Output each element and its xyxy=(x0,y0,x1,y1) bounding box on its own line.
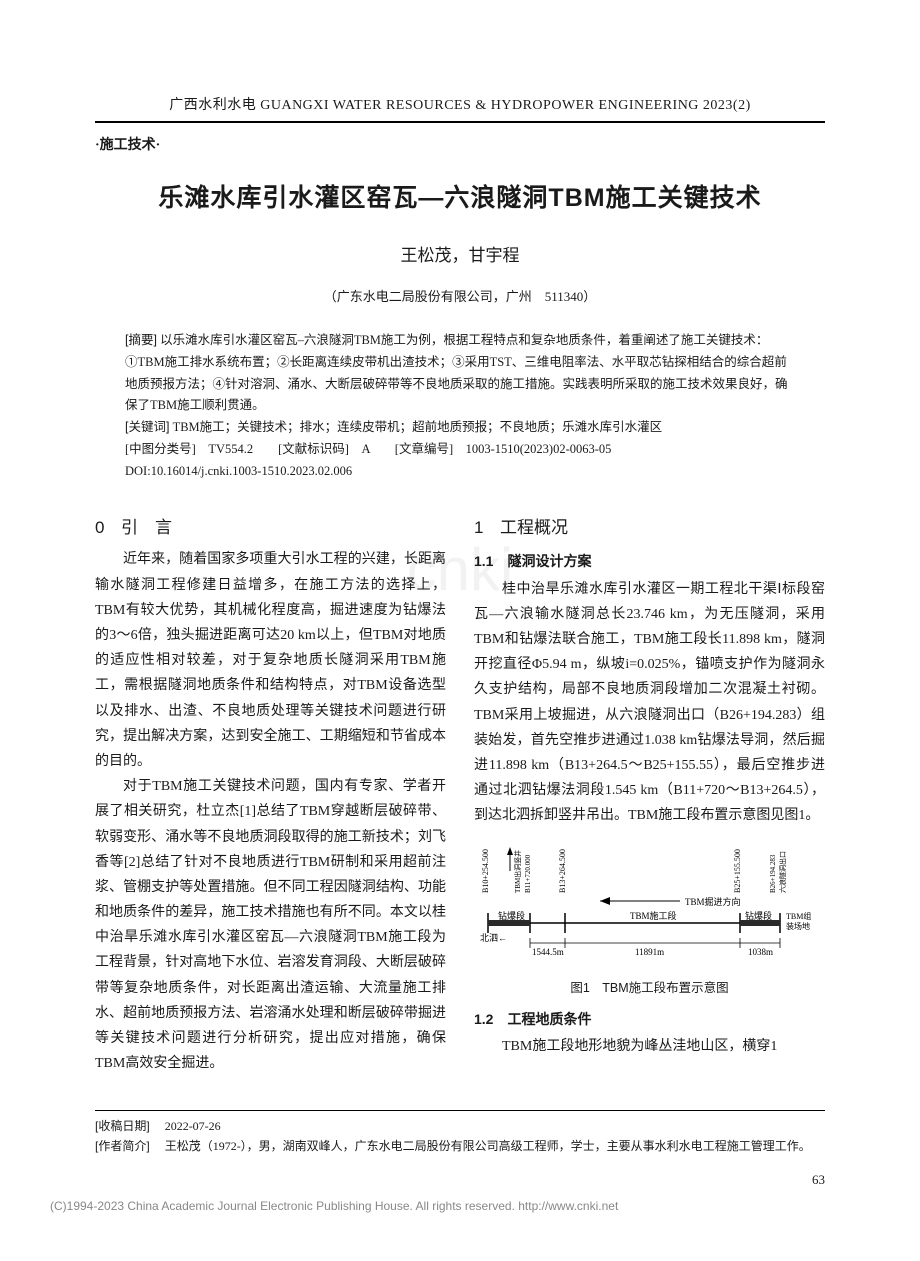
keywords-label: [关键词] xyxy=(125,420,169,434)
fig-zb-left: 钻爆段 xyxy=(498,910,525,921)
author-bio: [作者简介] 王松茂（1972-），男，湖南双峰人，广东水电二局股份有限公司高级… xyxy=(95,1137,825,1156)
fig-lbl-4: B25+155.500 xyxy=(733,849,742,893)
figure-1-caption: 图1 TBM施工段布置示意图 xyxy=(474,977,825,1000)
received-date-value xyxy=(153,1119,165,1133)
fig-dist-2: 11891m xyxy=(635,947,664,957)
fig-beisi: 北泗← xyxy=(480,933,507,943)
doi: DOI:10.16014/j.cnki.1003-1510.2023.02.00… xyxy=(125,461,795,483)
copyright-footer: (C)1994-2023 China Academic Journal Elec… xyxy=(50,1197,618,1216)
figure-1-svg: TBM掘进方向 B10+254.500 TBM出洞竖井 B11+720.000 … xyxy=(480,843,820,973)
abstract-block: [摘要] 以乐滩水库引水灌区窑瓦–六浪隧洞TBM施工为例，根据工程特点和复杂地质… xyxy=(125,330,795,483)
fig-tbm-right-1: TBM组 xyxy=(786,911,811,921)
fig-dist-3: 1038m xyxy=(748,947,773,957)
fig-tbm-right-2: 装场地 xyxy=(786,921,810,931)
svg-text:B26+194.283: B26+194.283 xyxy=(769,854,777,893)
abstract-text: 以乐滩水库引水灌区窑瓦–六浪隧洞TBM施工为例，根据工程特点和复杂地质条件，着重… xyxy=(125,333,788,413)
heading-1: 1工程概况 xyxy=(474,513,825,544)
journal-header: 广西水利水电 GUANGXI WATER RESOURCES & HYDROPO… xyxy=(95,95,825,123)
heading-0-num: 0 xyxy=(95,513,121,544)
meta-classification: [中图分类号] TV554.2 [文献标识码] A [文章编号] 1003-15… xyxy=(125,439,795,461)
section-tag: ·施工技术· xyxy=(95,135,825,157)
affiliation: （广东水电二局股份有限公司，广州 511340） xyxy=(95,287,825,308)
svg-text:六浪隧洞出口: 六浪隧洞出口 xyxy=(778,851,787,893)
heading-0: 0引 言 xyxy=(95,513,446,544)
heading-1-1: 1.1 隧洞设计方案 xyxy=(474,549,825,574)
intro-para-2: 对于TBM施工关键技术问题，国内有专家、学者开展了相关研究，杜立杰[1]总结了T… xyxy=(95,774,446,1076)
abstract-label: [摘要] xyxy=(125,333,157,347)
fig-lbl-1: B10+254.500 xyxy=(481,849,490,893)
figure-1: TBM掘进方向 B10+254.500 TBM出洞竖井 B11+720.000 … xyxy=(474,843,825,1000)
heading-1-title: 工程概况 xyxy=(500,518,568,537)
fig-zb-right: 钻爆段 xyxy=(745,910,772,921)
abstract: [摘要] 以乐滩水库引水灌区窑瓦–六浪隧洞TBM施工为例，根据工程特点和复杂地质… xyxy=(125,330,795,418)
keywords-text: TBM施工；关键技术；排水；连续皮带机；超前地质预报；不良地质；乐滩水库引水灌区 xyxy=(173,420,663,434)
author-bio-text: 王松茂（1972-），男，湖南双峰人，广东水电二局股份有限公司高级工程师，学士，… xyxy=(165,1139,811,1153)
received-date: [收稿日期] 2022-07-26 xyxy=(95,1117,825,1136)
two-column-body: 0引 言 近年来，随着国家多项重大引水工程的兴建，长距离输水隧洞工程修建日益增多… xyxy=(95,507,825,1077)
page-number: 63 xyxy=(95,1170,825,1191)
received-date-label: [收稿日期] xyxy=(95,1119,150,1133)
heading-1-2: 1.2 工程地质条件 xyxy=(474,1007,825,1032)
heading-0-title: 引 言 xyxy=(121,518,172,537)
keywords: [关键词] TBM施工；关键技术；排水；连续皮带机；超前地质预报；不良地质；乐滩… xyxy=(125,417,795,439)
sec11-para: 桂中治旱乐滩水库引水灌区一期工程北干渠Ⅰ标段窑瓦—六浪输水隧洞总长23.746 … xyxy=(474,577,825,829)
authors: 王松茂，甘宇程 xyxy=(95,242,825,269)
left-column: 0引 言 近年来，随着国家多项重大引水工程的兴建，长距离输水隧洞工程修建日益增多… xyxy=(95,507,446,1077)
right-column: 1工程概况 1.1 隧洞设计方案 桂中治旱乐滩水库引水灌区一期工程北干渠Ⅰ标段窑… xyxy=(474,507,825,1077)
fig-dist-1: 1544.5m xyxy=(532,947,564,957)
intro-para-1: 近年来，随着国家多项重大引水工程的兴建，长距离输水隧洞工程修建日益增多，在施工方… xyxy=(95,547,446,774)
page: 广西水利水电 GUANGXI WATER RESOURCES & HYDROPO… xyxy=(0,0,920,1231)
paper-title: 乐滩水库引水灌区窑瓦—六浪隧洞TBM施工关键技术 xyxy=(95,178,825,218)
svg-text:TBM出洞竖井: TBM出洞竖井 xyxy=(513,849,522,892)
svg-text:B11+720.000: B11+720.000 xyxy=(524,854,532,893)
footer-block: [收稿日期] 2022-07-26 [作者简介] 王松茂（1972-），男，湖南… xyxy=(95,1110,825,1155)
sec12-para: TBM施工段地形地貌为峰丛洼地山区，横穿1 xyxy=(474,1034,825,1059)
fig-arrow-label: TBM掘进方向 xyxy=(685,896,741,907)
author-bio-label: [作者简介] xyxy=(95,1139,150,1153)
fig-tbm-mid: TBM施工段 xyxy=(630,910,677,921)
fig-lbl-3: B13+264.500 xyxy=(558,849,567,893)
heading-1-num: 1 xyxy=(474,513,500,544)
